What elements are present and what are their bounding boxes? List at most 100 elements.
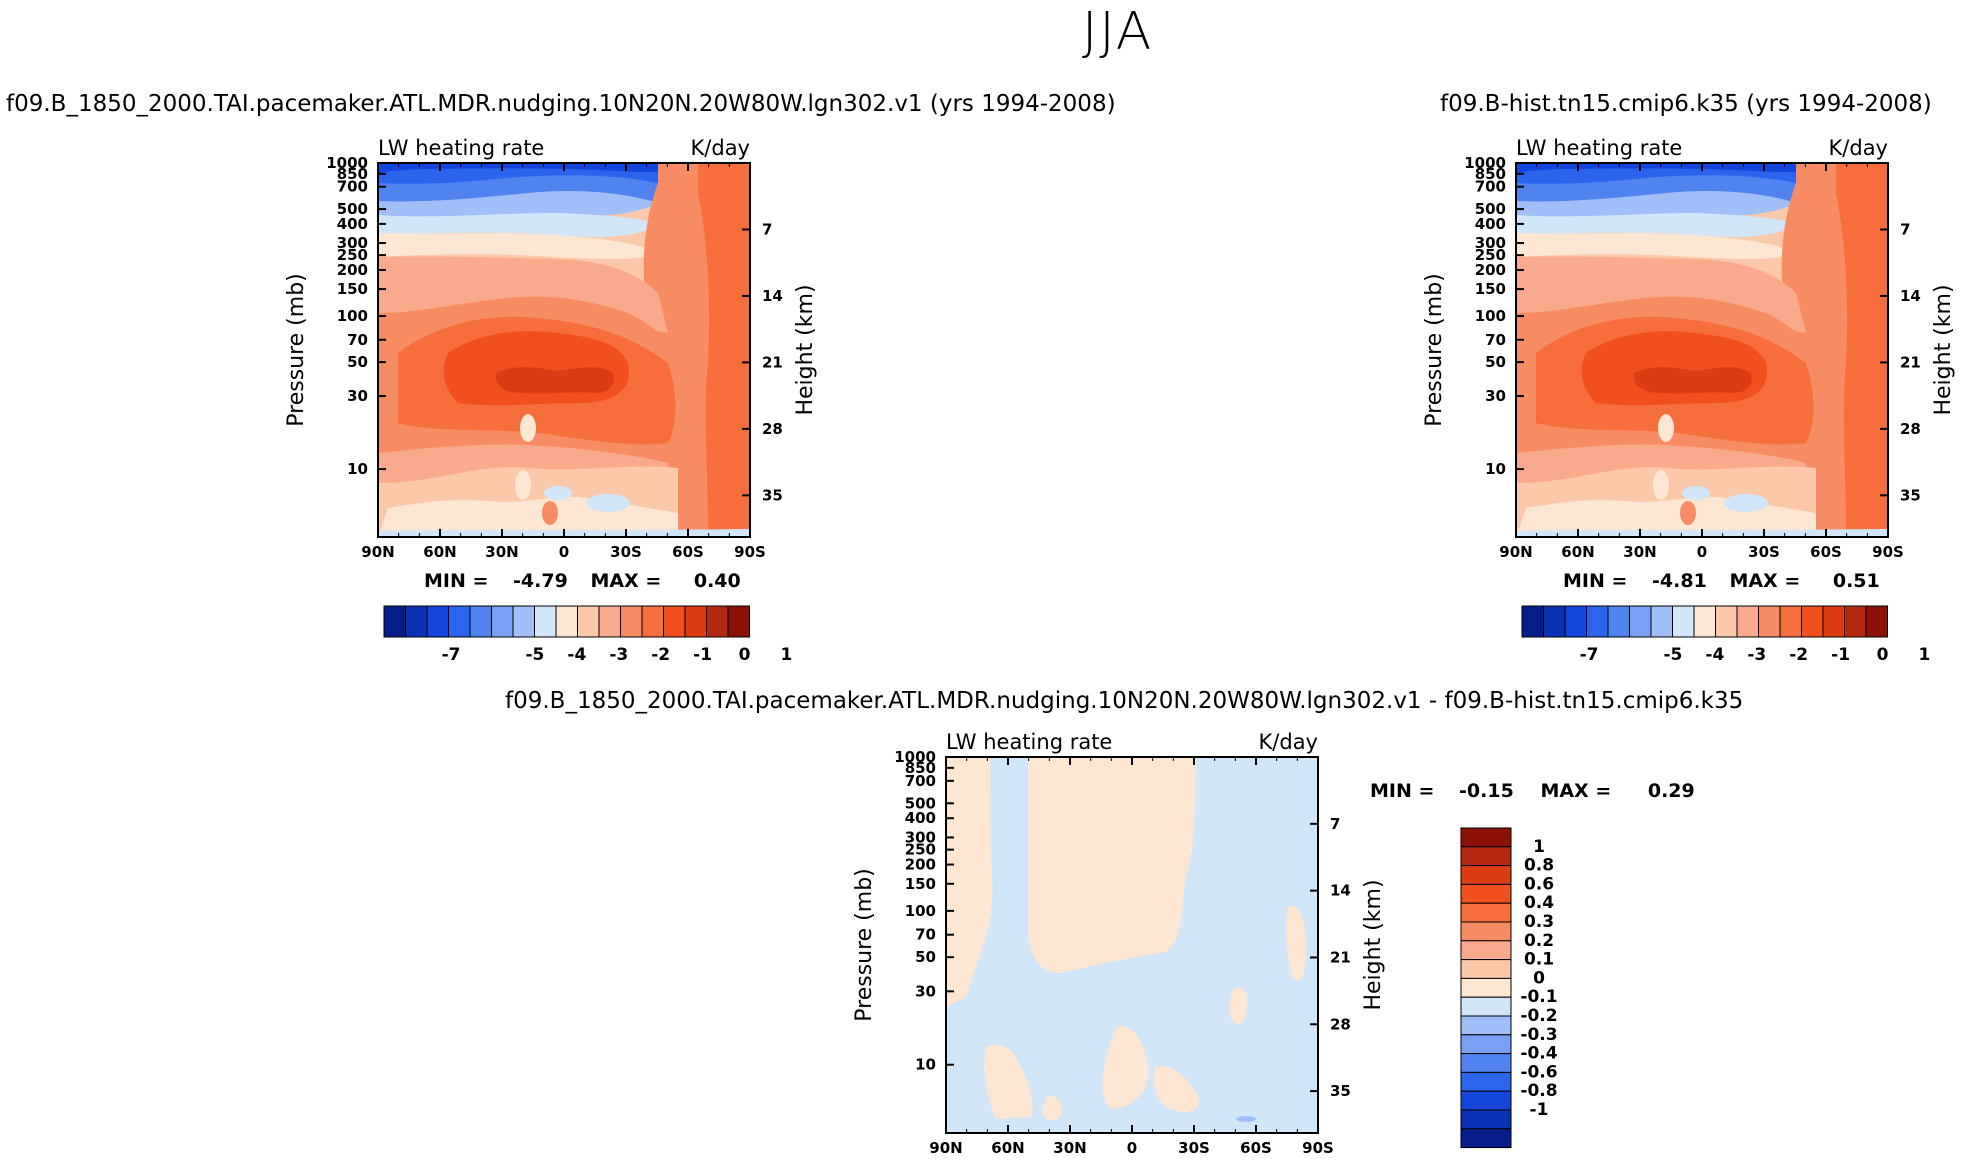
right-min-value: -4.81	[1652, 570, 1707, 592]
left-ytick-label: 10	[347, 460, 368, 478]
diff-contour-field	[946, 757, 1318, 1133]
diff-colorbar-cell	[1460, 1053, 1512, 1073]
left-header-right: K/day	[691, 136, 750, 160]
left-min-value: -4.79	[513, 570, 568, 592]
left-ytick-label: 150	[337, 280, 368, 298]
right-colorbar-cell	[1865, 605, 1888, 638]
diff-xtick-label: 0	[1127, 1139, 1137, 1157]
diff-min-max: MIN = -0.15 MAX = 0.29	[1370, 780, 1695, 802]
left-colorbar-cell	[534, 605, 557, 638]
left-y-left-title: Pressure (mb)	[284, 273, 309, 427]
right-ytick-right-label: 28	[1900, 420, 1921, 438]
diff-xtick-label: 90S	[1302, 1139, 1334, 1157]
left-xtick-label: 90S	[734, 543, 766, 561]
diff-xtick-label: 30N	[1053, 1139, 1086, 1157]
left-contour-field	[378, 163, 750, 537]
right-min-max: MIN = -4.81 MAX = 0.51	[1563, 570, 1880, 592]
right-xtick-label: 60N	[1561, 543, 1594, 561]
axes-layer: LW heating rate K/day 90N 60N 30N 0 30S 60S 90S 1…	[284, 136, 1956, 1157]
diff-colorbar-label: 0.3	[1524, 912, 1554, 932]
right-colorbar-cell	[1629, 605, 1652, 638]
right-ytick-label: 200	[1475, 261, 1506, 279]
left-ytick-right-label: 35	[762, 486, 783, 504]
right-xtick-label: 60S	[1810, 543, 1842, 561]
right-colorbar-label: -4	[1705, 645, 1724, 665]
diff-colorbar-label: -0.6	[1520, 1062, 1557, 1082]
right-contour-field	[1516, 163, 1888, 537]
left-xtick-label: 0	[559, 543, 569, 561]
diff-max-label: MAX =	[1540, 780, 1612, 802]
diff-colorbar-cell	[1460, 827, 1512, 848]
right-colorbar-cell	[1543, 605, 1566, 638]
left-ytick-label: 100	[337, 307, 368, 325]
left-min-label: MIN =	[424, 570, 489, 592]
right-max-value: 0.51	[1832, 570, 1880, 592]
diff-ytick-label: 700	[905, 772, 936, 790]
right-colorbar-label: -2	[1789, 645, 1808, 665]
right-ytick-right-label: 14	[1900, 287, 1921, 305]
right-colorbar-cell	[1607, 605, 1630, 638]
diff-y-right-title: Height (km)	[1361, 879, 1386, 1010]
diff-ytick-label: 30	[915, 982, 936, 1000]
right-colorbar-cell	[1521, 605, 1544, 638]
left-ytick-label: 1000	[326, 154, 368, 172]
left-colorbar-label: -7	[442, 645, 461, 665]
right-ytick-label: 10	[1485, 460, 1506, 478]
diff-colorbar-label: 0.6	[1524, 874, 1554, 894]
diff-colorbar-label: -0.4	[1520, 1044, 1557, 1064]
left-colorbar-cell	[555, 605, 578, 638]
diff-colorbar-cell	[1460, 846, 1512, 867]
right-ytick-label: 100	[1475, 307, 1506, 325]
diff-colorbar-label: -0.8	[1520, 1081, 1557, 1101]
right-header-left: LW heating rate	[1516, 136, 1682, 160]
left-colorbar-label: -1	[693, 645, 712, 665]
left-ytick-label: 500	[337, 200, 368, 218]
left-colorbar-cell	[641, 605, 664, 638]
left-colorbar-label: -4	[567, 645, 586, 665]
right-ytick-label: 300	[1475, 234, 1506, 252]
diff-ytick-label: 500	[905, 794, 936, 812]
diff-colorbar-label: 1	[1533, 837, 1545, 857]
left-max-label: MAX =	[590, 570, 662, 592]
diff-colorbar-cell	[1460, 1128, 1512, 1149]
diff-colorbar-cell	[1460, 902, 1512, 923]
diff-colorbar-cell	[1460, 883, 1512, 904]
left-xtick-label: 60N	[423, 543, 456, 561]
right-ytick-label: 30	[1485, 387, 1506, 405]
diff-ytick-label: 10	[915, 1056, 936, 1074]
right-ytick-right-label: 21	[1900, 353, 1921, 371]
right-colorbar-label: -3	[1747, 645, 1766, 665]
right-colorbar-cell	[1586, 605, 1609, 638]
right-ytick-label: 250	[1475, 246, 1506, 264]
diff-colorbar-cell	[1460, 996, 1512, 1017]
left-ytick-label: 200	[337, 261, 368, 279]
diff-ytick-label: 400	[905, 809, 936, 827]
diff-max-value: 0.29	[1647, 780, 1695, 802]
right-xtick-label: 0	[1697, 543, 1707, 561]
diff-colorbar-cell	[1460, 1015, 1512, 1036]
right-ytick-label: 850	[1475, 165, 1506, 183]
left-ytick-right-label: 28	[762, 420, 783, 438]
diff-colorbar-label: 0.4	[1524, 893, 1554, 913]
diff-colorbar-cell	[1460, 1109, 1512, 1130]
figure-title: JJA	[1082, 2, 1154, 62]
right-colorbar-cell	[1650, 605, 1673, 638]
left-ytick-label: 300	[337, 234, 368, 252]
diff-colorbar-label: 0.1	[1524, 950, 1554, 970]
left-ytick-label: 850	[337, 165, 368, 183]
diff-header-left: LW heating rate	[946, 730, 1112, 754]
right-colorbar-cell	[1672, 605, 1695, 638]
right-colorbar-label: -1	[1831, 645, 1850, 665]
left-ytick-label: 50	[347, 353, 368, 371]
diff-colorbar-label: 0.2	[1524, 931, 1554, 951]
diff-y-left-title: Pressure (mb)	[852, 868, 877, 1022]
left-colorbar-cell	[620, 605, 643, 638]
left-y-right-title: Height (km)	[793, 284, 818, 415]
left-ytick-label: 30	[347, 387, 368, 405]
right-ytick-label: 700	[1475, 178, 1506, 196]
diff-ytick-label: 200	[905, 856, 936, 874]
left-panel-title: f09.B_1850_2000.TAI.pacemaker.ATL.MDR.nu…	[6, 91, 1116, 117]
right-colorbar-cell	[1715, 605, 1738, 638]
right-min-label: MIN =	[1563, 570, 1628, 592]
right-colorbar-cell	[1779, 605, 1802, 638]
